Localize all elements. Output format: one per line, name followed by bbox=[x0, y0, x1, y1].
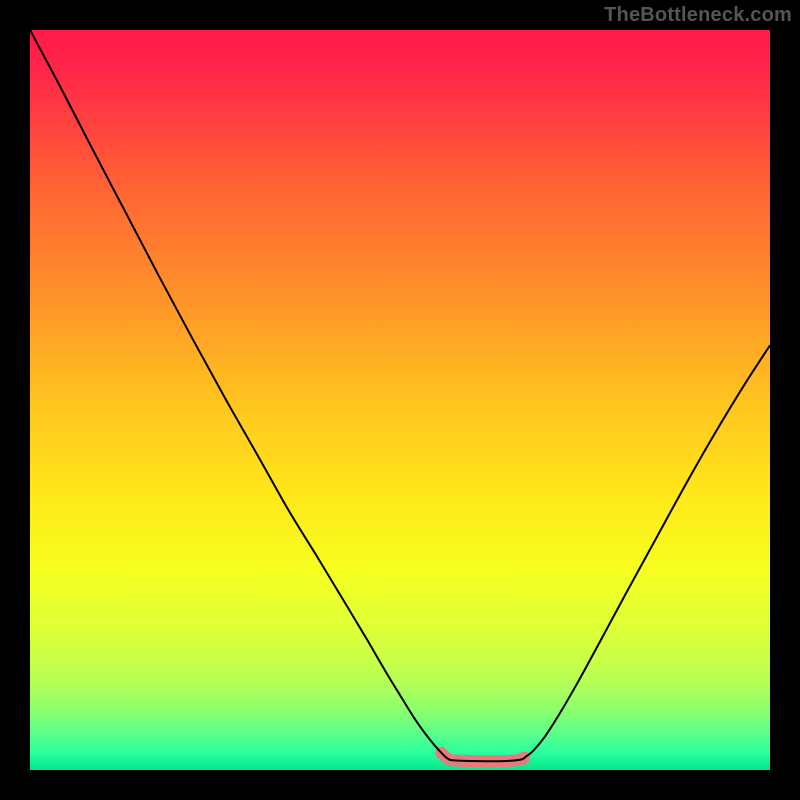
watermark-text: TheBottleneck.com bbox=[604, 4, 792, 27]
chart-viewport: TheBottleneck.com bbox=[0, 0, 800, 800]
gradient-curve-chart bbox=[30, 30, 770, 770]
plot-area bbox=[30, 30, 770, 770]
gradient-background bbox=[30, 30, 770, 770]
